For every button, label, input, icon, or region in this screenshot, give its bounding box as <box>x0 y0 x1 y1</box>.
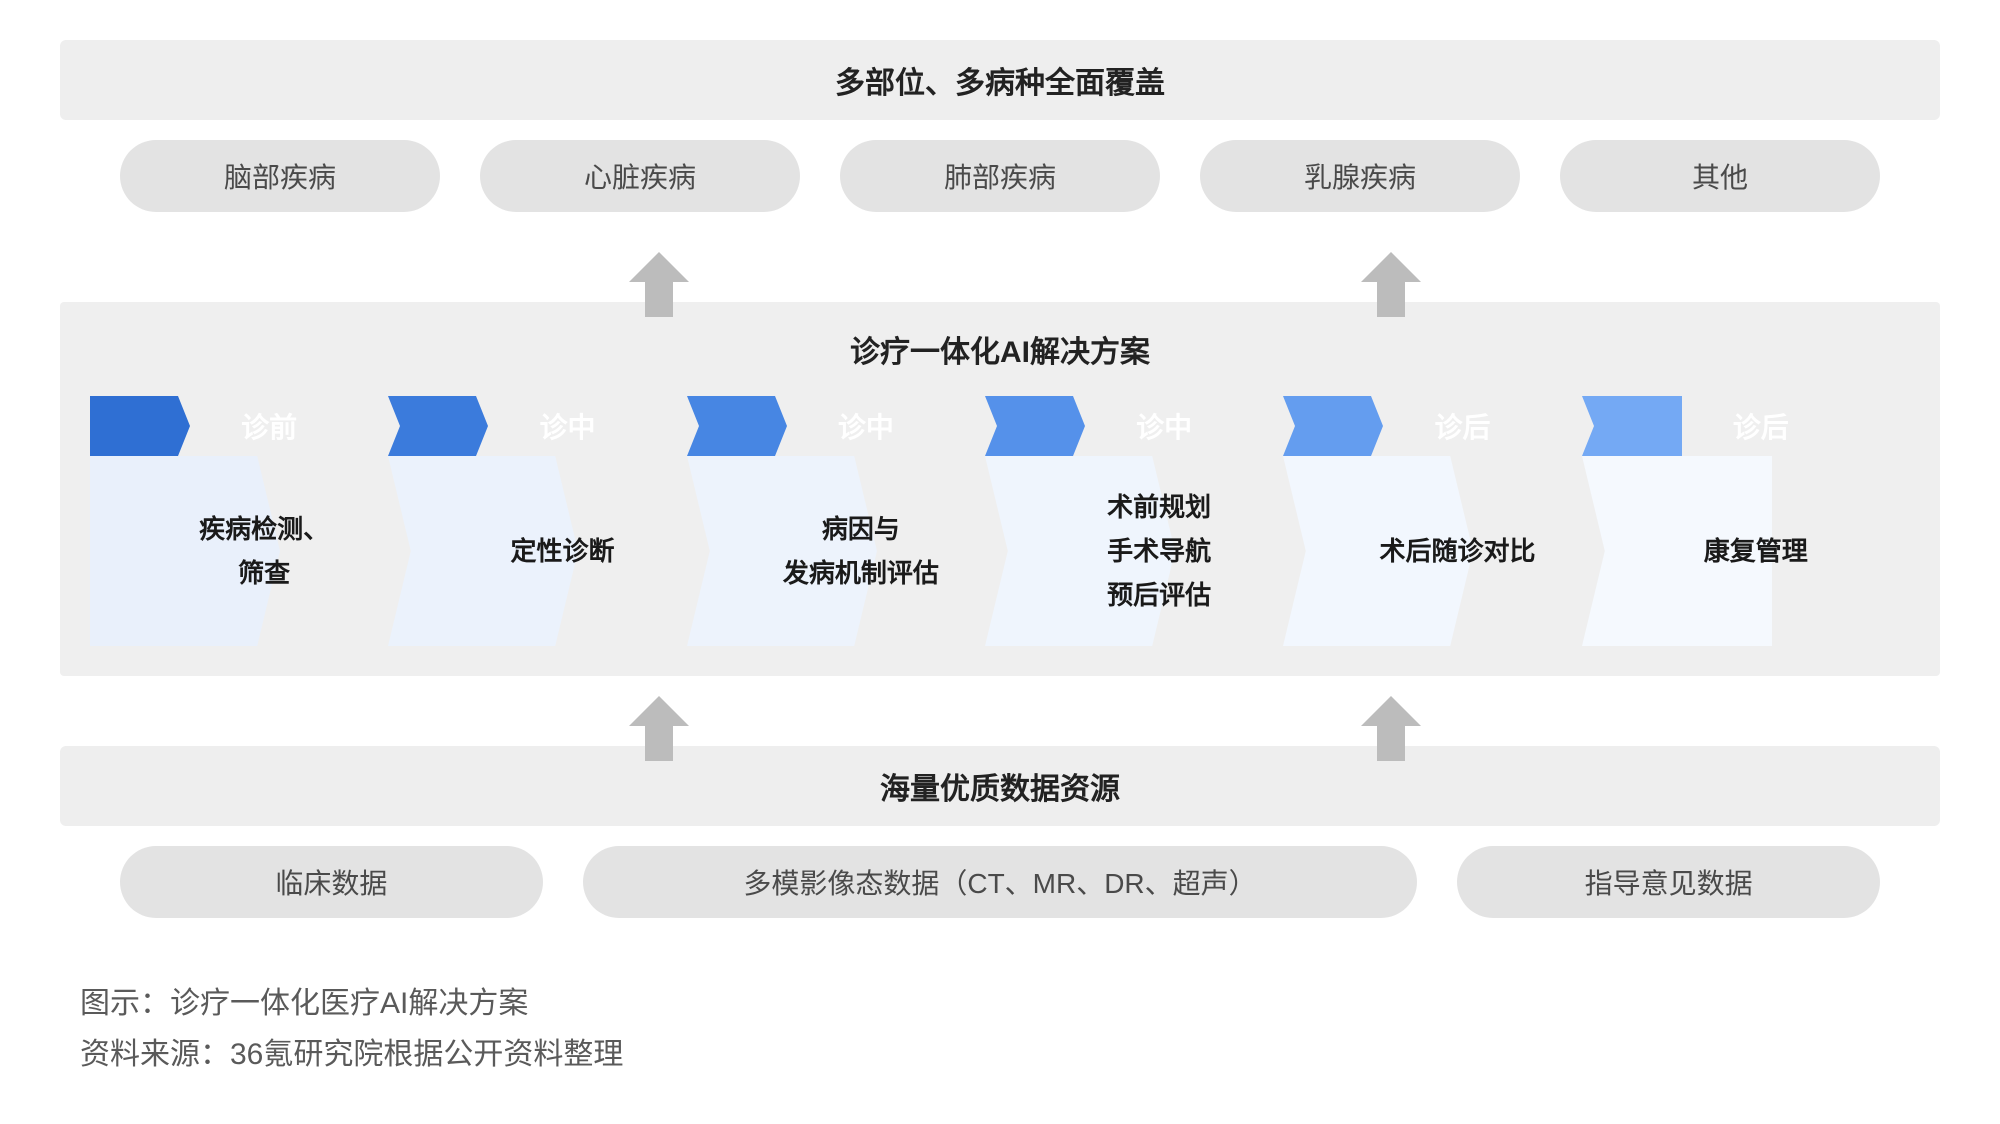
arrow-up-icon <box>1361 696 1421 726</box>
stage-body: 术前规划手术导航预后评估 <box>985 456 1313 646</box>
disease-pill: 心脏疾病 <box>480 140 800 212</box>
middle-title: 诊疗一体化AI解决方案 <box>90 322 1910 396</box>
disease-pill: 乳腺疾病 <box>1200 140 1520 212</box>
top-arrow-row <box>60 232 1940 302</box>
stage-body-line: 术前规划 <box>1107 485 1211 529</box>
stage-body-line: 筛查 <box>238 551 290 595</box>
figure-caption: 图示：诊疗一体化医疗AI解决方案 资料来源：36氪研究院根据公开资料整理 <box>60 978 1940 1080</box>
stage-body-line: 术后随诊对比 <box>1379 529 1535 573</box>
stage-phase-label: 诊后 <box>1582 396 1910 456</box>
caption-line: 图示：诊疗一体化医疗AI解决方案 <box>80 978 1940 1029</box>
stage-body: 康复管理 <box>1582 456 1910 646</box>
stage-body-line: 手术导航 <box>1107 529 1211 573</box>
bottom-section-title: 海量优质数据资源 <box>60 746 1940 826</box>
process-stage: 诊后康复管理 <box>1582 396 1910 646</box>
stage-body-line: 疾病检测、 <box>199 507 329 551</box>
arrow-up-icon <box>1361 252 1421 282</box>
data-source-pill: 多模影像态数据（CT、MR、DR、超声） <box>583 846 1417 918</box>
middle-panel: 诊疗一体化AI解决方案 诊前疾病检测、筛查诊中定性诊断诊中病因与发病机制评估诊中… <box>60 302 1940 676</box>
stage-body: 定性诊断 <box>388 456 716 646</box>
process-stage: 诊中病因与发病机制评估 <box>687 396 1015 646</box>
stage-body-line: 康复管理 <box>1704 529 1808 573</box>
disease-pill: 脑部疾病 <box>120 140 440 212</box>
stage-body-line: 预后评估 <box>1107 573 1211 617</box>
process-stage: 诊后术后随诊对比 <box>1283 396 1611 646</box>
stage-body: 疾病检测、筛查 <box>90 456 418 646</box>
caption-line: 资料来源：36氪研究院根据公开资料整理 <box>80 1029 1940 1080</box>
top-section-title: 多部位、多病种全面覆盖 <box>60 40 1940 120</box>
bottom-arrow-row <box>60 676 1940 746</box>
data-source-pill: 临床数据 <box>120 846 543 918</box>
stage-phase-label: 诊后 <box>1283 396 1611 456</box>
diagram-container: 多部位、多病种全面覆盖 脑部疾病 心脏疾病 肺部疾病 乳腺疾病 其他 诊疗一体化… <box>60 40 1940 1080</box>
stage-body: 术后随诊对比 <box>1283 456 1611 646</box>
process-stage: 诊中定性诊断 <box>388 396 716 646</box>
process-stage: 诊前疾病检测、筛查 <box>90 396 418 646</box>
stage-phase-label: 诊中 <box>985 396 1313 456</box>
bottom-pill-row: 临床数据 多模影像态数据（CT、MR、DR、超声） 指导意见数据 <box>60 826 1940 938</box>
stage-body-line: 发病机制评估 <box>783 551 939 595</box>
stage-phase-label: 诊前 <box>90 396 418 456</box>
arrow-up-icon <box>629 696 689 726</box>
stage-body-line: 定性诊断 <box>510 529 614 573</box>
arrow-up-icon <box>629 252 689 282</box>
disease-pill: 其他 <box>1560 140 1880 212</box>
stage-body: 病因与发病机制评估 <box>687 456 1015 646</box>
top-pill-row: 脑部疾病 心脏疾病 肺部疾病 乳腺疾病 其他 <box>60 120 1940 232</box>
stage-body-line: 病因与 <box>822 507 900 551</box>
process-stage: 诊中术前规划手术导航预后评估 <box>985 396 1313 646</box>
stage-phase-label: 诊中 <box>687 396 1015 456</box>
data-source-pill: 指导意见数据 <box>1457 846 1880 918</box>
process-chevron-row: 诊前疾病检测、筛查诊中定性诊断诊中病因与发病机制评估诊中术前规划手术导航预后评估… <box>90 396 1910 646</box>
stage-phase-label: 诊中 <box>388 396 716 456</box>
disease-pill: 肺部疾病 <box>840 140 1160 212</box>
